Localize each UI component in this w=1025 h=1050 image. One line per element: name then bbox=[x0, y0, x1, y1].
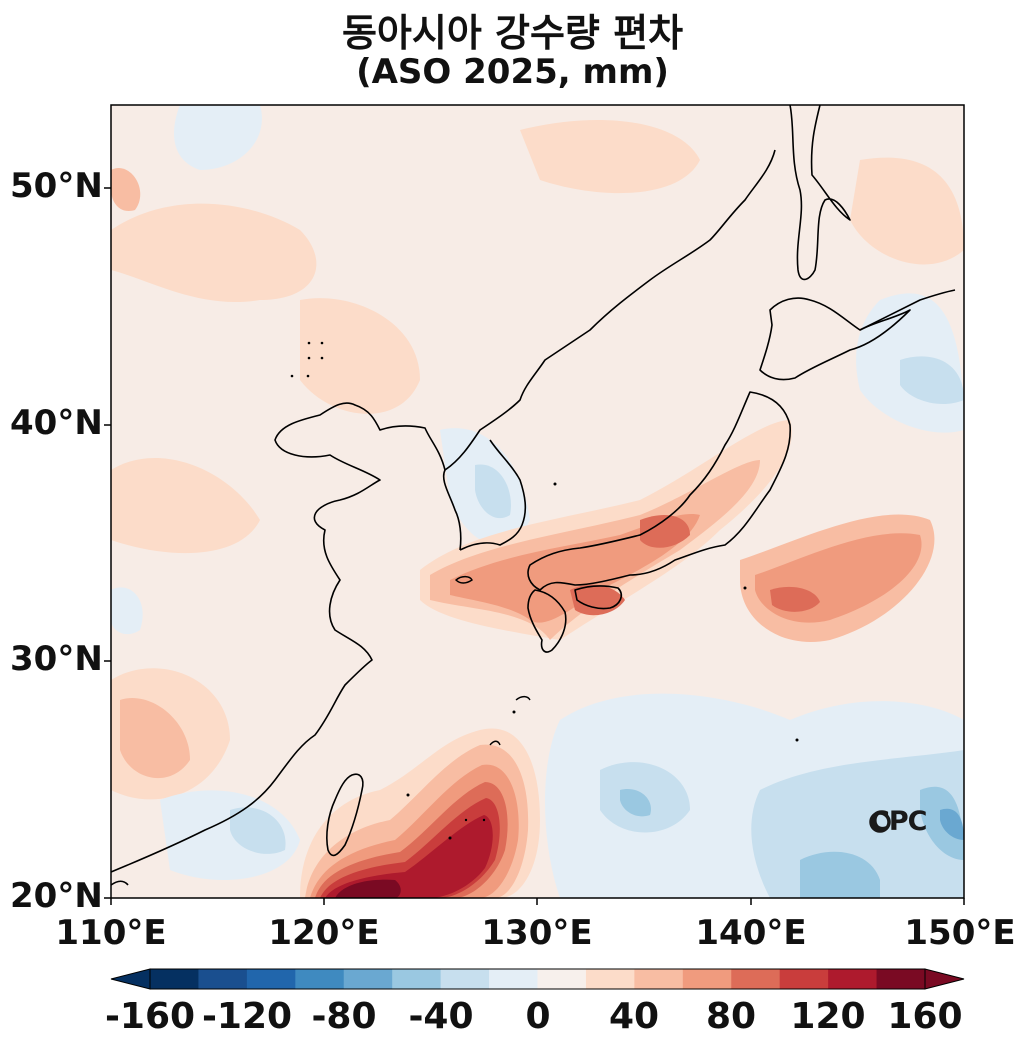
island bbox=[512, 710, 516, 714]
lat-label-50n: 50°N bbox=[10, 166, 103, 206]
colorbar-swatch bbox=[731, 969, 781, 989]
kyushu-coastline bbox=[527, 589, 567, 653]
map-title: 동아시아 강수량 편차 bbox=[341, 11, 684, 55]
colorbar-swatch bbox=[198, 969, 248, 989]
anomaly-region bbox=[475, 464, 511, 519]
kuril-coastline bbox=[859, 289, 956, 331]
colorbar-extend-max bbox=[924, 968, 965, 990]
anomaly-region bbox=[620, 789, 651, 817]
taiwan-coastline bbox=[326, 773, 364, 857]
island bbox=[306, 374, 310, 378]
lon-label-110e: 110°E bbox=[55, 913, 167, 953]
anomaly-region bbox=[174, 105, 262, 170]
small-islands bbox=[290, 341, 799, 840]
anomaly-region bbox=[900, 356, 964, 405]
china-coastline bbox=[110, 402, 462, 873]
colorbar-extend-min bbox=[110, 968, 151, 990]
colorbar-swatch bbox=[343, 969, 393, 989]
colorbar-swatch bbox=[440, 969, 490, 989]
island bbox=[320, 341, 324, 345]
lat-label-30n: 30°N bbox=[10, 639, 103, 679]
anomaly-region bbox=[335, 879, 401, 898]
anomaly-region bbox=[800, 851, 880, 898]
colorbar-label: -80 bbox=[311, 996, 377, 1037]
map-subtitle: (ASO 2025, mm) bbox=[356, 52, 669, 92]
colorbar-label: 40 bbox=[608, 996, 660, 1037]
colorbar-swatch bbox=[779, 969, 829, 989]
island bbox=[320, 356, 324, 360]
colorbar-label: -160 bbox=[104, 996, 196, 1037]
colorbar-swatch bbox=[537, 969, 587, 989]
colorbar-label: 160 bbox=[887, 996, 963, 1037]
lat-label-40n: 40°N bbox=[10, 403, 103, 443]
shikoku-coastline bbox=[574, 585, 622, 610]
coastlines bbox=[110, 104, 956, 886]
anomaly-region bbox=[850, 157, 964, 265]
anomaly-region bbox=[111, 203, 317, 303]
ryukyu-coastline bbox=[489, 695, 531, 746]
colorbar-swatch bbox=[150, 969, 199, 989]
island bbox=[795, 738, 799, 742]
anomaly-region bbox=[640, 515, 690, 548]
island bbox=[406, 793, 410, 797]
anomaly-region bbox=[770, 586, 820, 612]
colorbar bbox=[110, 968, 965, 990]
anomaly-region bbox=[300, 298, 420, 414]
anomaly-region bbox=[520, 120, 700, 194]
lat-label-20n: 20°N bbox=[10, 876, 103, 916]
lon-label-150e: 150°E bbox=[904, 913, 1016, 953]
island bbox=[307, 356, 311, 360]
sakhalin-coastline bbox=[789, 104, 851, 281]
colorbar-swatch bbox=[585, 969, 635, 989]
colorbar-swatch bbox=[246, 969, 296, 989]
cpc-logo-icon bbox=[869, 811, 891, 833]
island bbox=[448, 836, 452, 840]
colorbar-label: -40 bbox=[408, 996, 474, 1037]
island bbox=[482, 818, 486, 822]
anomaly-region bbox=[940, 808, 964, 840]
anomaly-region bbox=[450, 514, 700, 623]
colorbar-label: -120 bbox=[201, 996, 293, 1037]
south-china-coastline bbox=[110, 880, 129, 886]
colorbar-label: 120 bbox=[790, 996, 866, 1037]
island bbox=[464, 818, 468, 822]
honshu-coastline bbox=[527, 391, 791, 591]
axis-ticks bbox=[104, 187, 965, 905]
colorbar-swatch bbox=[876, 969, 926, 989]
jeju-coastline bbox=[454, 575, 473, 584]
anomaly-region bbox=[111, 168, 141, 211]
colorbar-swatch bbox=[634, 969, 684, 989]
anomaly-region bbox=[111, 587, 143, 635]
colorbar-label: 0 bbox=[525, 996, 551, 1037]
anomaly-field bbox=[111, 105, 964, 898]
korea-north-coastline bbox=[444, 149, 776, 471]
anomaly-region bbox=[111, 458, 260, 554]
colorbar-swatch bbox=[295, 969, 345, 989]
lon-label-140e: 140°E bbox=[695, 913, 807, 953]
hokkaido-coastline bbox=[759, 297, 911, 381]
lon-label-120e: 120°E bbox=[268, 913, 380, 953]
colorbar-swatch bbox=[682, 969, 732, 989]
colorbar-swatch bbox=[392, 969, 442, 989]
cpc-watermark: CPC bbox=[870, 806, 927, 837]
anomaly-region bbox=[230, 807, 286, 854]
colorbar-frame bbox=[149, 968, 926, 990]
colorbar-swatch bbox=[828, 969, 878, 989]
island bbox=[553, 482, 557, 486]
cpc-logo bbox=[869, 811, 891, 833]
lon-label-130e: 130°E bbox=[481, 913, 593, 953]
island bbox=[307, 341, 311, 345]
korea-south-coastline bbox=[459, 439, 527, 551]
island bbox=[743, 586, 747, 590]
colorbar-swatch bbox=[489, 969, 538, 989]
island bbox=[290, 374, 294, 378]
anomaly-region bbox=[120, 698, 190, 779]
colorbar-label: 80 bbox=[705, 996, 757, 1037]
anomaly-region bbox=[325, 815, 493, 898]
